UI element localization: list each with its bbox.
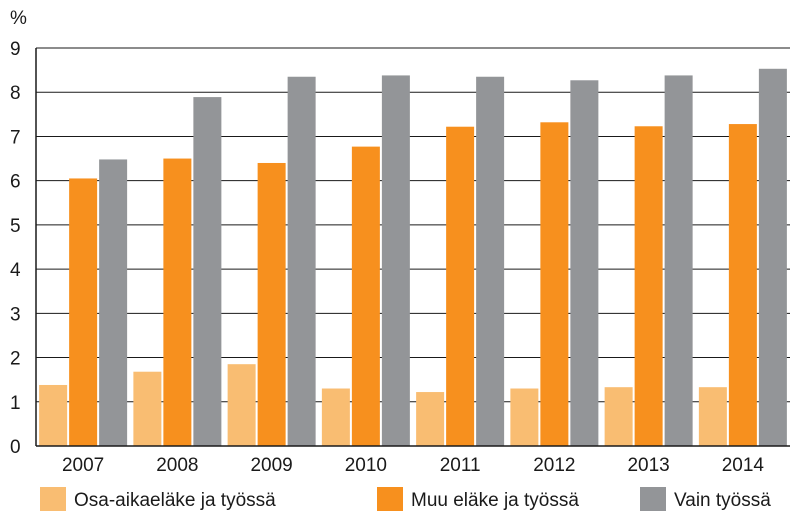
bar-muu-elake-ja-tyossa-2014 (728, 124, 757, 446)
y-tick-label-5: 5 (10, 216, 21, 237)
legend-swatch-vain-tyossa (640, 487, 666, 511)
y-tick-label-4: 4 (10, 260, 21, 281)
y-tick-label-0: 0 (10, 437, 21, 458)
legend-swatch-osa-aikaelake-ja-tyossa (40, 487, 66, 511)
y-tick-label-1: 1 (10, 393, 21, 414)
bar-vain-tyossa-2014 (758, 68, 787, 446)
bar-osa-aikaelake-ja-tyossa-2010 (321, 388, 350, 446)
bar-vain-tyossa-2009 (287, 76, 316, 446)
x-tick-label-2007: 2007 (62, 455, 104, 476)
bar-osa-aikaelake-ja-tyossa-2013 (604, 387, 633, 446)
bar-osa-aikaelake-ja-tyossa-2014 (698, 387, 727, 446)
bar-osa-aikaelake-ja-tyossa-2009 (227, 364, 256, 446)
y-tick-label-9: 9 (10, 39, 21, 60)
x-tick-label-2009: 2009 (250, 455, 292, 476)
bars (39, 68, 787, 447)
bar-vain-tyossa-2012 (570, 80, 599, 446)
bar-vain-tyossa-2010 (381, 75, 410, 446)
bar-muu-elake-ja-tyossa-2010 (351, 146, 380, 447)
axes (35, 48, 790, 447)
bar-osa-aikaelake-ja-tyossa-2012 (510, 388, 539, 446)
bar-vain-tyossa-2011 (476, 76, 505, 446)
x-tick-label-2011: 2011 (440, 455, 481, 476)
x-tick-label-2014: 2014 (722, 455, 765, 476)
bar-muu-elake-ja-tyossa-2009 (257, 162, 286, 446)
x-tick-label-2013: 2013 (627, 455, 669, 476)
y-tick-label-8: 8 (10, 83, 21, 104)
bar-vain-tyossa-2008 (193, 97, 222, 446)
bar-muu-elake-ja-tyossa-2011 (446, 126, 475, 447)
x-tick-label-2010: 2010 (345, 455, 387, 476)
bar-vain-tyossa-2013 (664, 75, 693, 446)
x-tick-labels: 2007 2008 2009 2010 2011 2012 2013 2014 (62, 455, 764, 476)
bar-vain-tyossa-2007 (99, 159, 128, 446)
legend-swatch-muu-elake-ja-tyossa (377, 487, 403, 511)
bar-osa-aikaelake-ja-tyossa-2008 (133, 371, 162, 446)
bar-osa-aikaelake-ja-tyossa-2011 (416, 392, 445, 446)
y-tick-label-7: 7 (10, 127, 21, 148)
y-tick-labels: 0 1 2 3 4 5 6 7 8 9 (10, 39, 21, 458)
y-tick-label-2: 2 (10, 349, 21, 370)
y-tick-label-3: 3 (10, 304, 21, 325)
bar-muu-elake-ja-tyossa-2008 (163, 158, 192, 447)
y-tick-label-6: 6 (10, 172, 21, 193)
gridlines (36, 47, 790, 403)
bar-osa-aikaelake-ja-tyossa-2007 (39, 384, 68, 446)
legend-label-osa-aikaelake-ja-tyossa: Osa-aikaeläke ja työssä (74, 490, 276, 511)
x-tick-label-2008: 2008 (156, 455, 198, 476)
y-axis-unit-label: % (10, 8, 27, 29)
bar-muu-elake-ja-tyossa-2012 (540, 122, 569, 446)
bar-muu-elake-ja-tyossa-2013 (634, 126, 663, 447)
bar-muu-elake-ja-tyossa-2007 (69, 178, 98, 446)
x-tick-label-2012: 2012 (533, 455, 575, 476)
legend-label-vain-tyossa: Vain työssä (674, 490, 771, 511)
legend-label-muu-elake-ja-tyossa: Muu eläke ja työssä (411, 490, 579, 511)
legend: Osa-aikaeläke ja työssä Muu eläke ja työs… (40, 487, 771, 511)
